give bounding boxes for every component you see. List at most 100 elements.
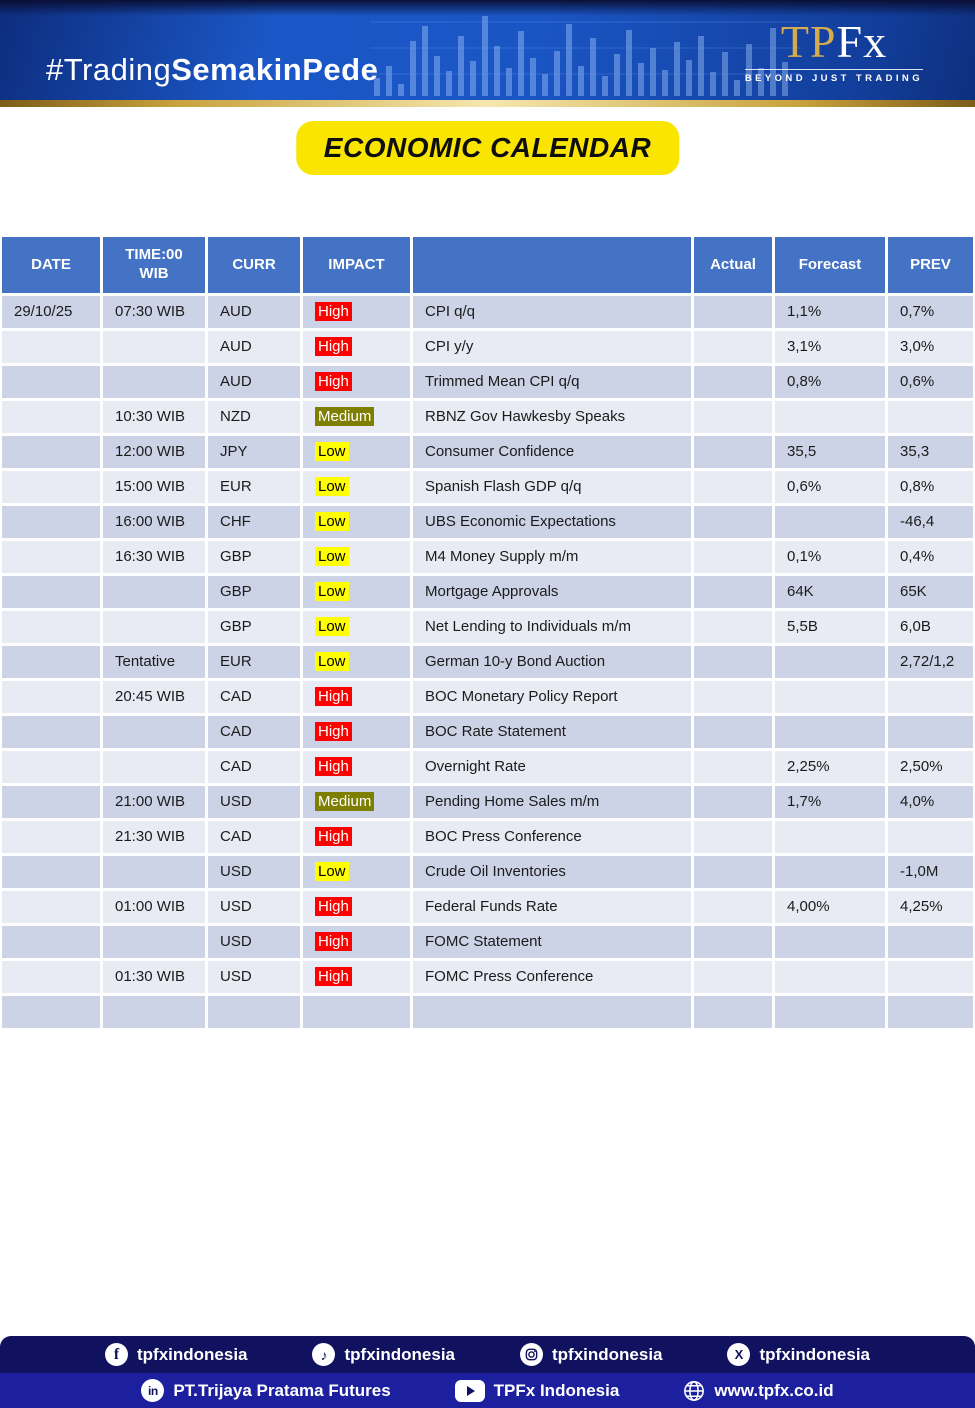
cell-actual [694,821,775,853]
cell-impact: Low [303,646,413,678]
cell-actual [694,436,775,468]
cell-forecast: 0,6% [775,471,888,503]
cell-date [2,331,103,363]
cell-impact: High [303,716,413,748]
linkedin-icon: in [141,1379,165,1402]
table-row: 12:00 WIB JPY Low Consumer Confidence 35… [2,436,973,468]
cell-forecast [775,961,888,993]
cell-forecast: 0,1% [775,541,888,573]
table-row: 20:45 WIB CAD High BOC Monetary Policy R… [2,681,973,713]
cell-event: UBS Economic Expectations [413,506,694,538]
cell-impact: Low [303,611,413,643]
cell-date [2,996,103,1028]
impact-badge: High [315,372,352,391]
cell-event: CPI y/y [413,331,694,363]
cell-date [2,366,103,398]
cell-previous [888,961,973,993]
cell-forecast: 3,1% [775,331,888,363]
cell-time [103,366,208,398]
cell-forecast: 0,8% [775,366,888,398]
impact-badge: Medium [315,407,375,426]
cell-currency: CAD [208,751,303,783]
cell-previous: 65K [888,576,973,608]
footer-label: PT.Trijaya Pratama Futures [173,1380,391,1400]
logo-tp: TP [780,16,837,67]
cell-time: 21:00 WIB [103,786,208,818]
cell-actual [694,856,775,888]
cell-impact: High [303,366,413,398]
col-header-actual: Actual [694,237,775,293]
footer-label: www.tpfx.co.id [714,1380,834,1400]
tpfx-logo: TPFx BEYOND JUST TRADING [744,16,923,84]
cell-previous: 35,3 [888,436,973,468]
impact-badge: High [315,302,352,321]
cell-impact: High [303,926,413,958]
cell-currency: EUR [208,471,303,503]
table-header-row: DATE TIME:00 WIB CURR IMPACT Actual Fore… [2,237,973,293]
footer-link-facebook[interactable]: f tpfxindonesia [104,1343,248,1366]
cell-time: 15:00 WIB [103,471,208,503]
cell-currency: CAD [208,716,303,748]
hashtag-regular: #Trading [46,52,172,87]
table-row: 16:30 WIB GBP Low M4 Money Supply m/m 0,… [2,541,973,573]
footer-link-linkedin[interactable]: in PT.Trijaya Pratama Futures [141,1379,391,1402]
table-row: USD Low Crude Oil Inventories -1,0M [2,856,973,888]
cell-currency: GBP [208,611,303,643]
cell-date [2,436,103,468]
cell-time [103,576,208,608]
cell-date [2,751,103,783]
cell-event: Spanish Flash GDP q/q [413,471,694,503]
cell-currency: GBP [208,576,303,608]
footer-label: tpfxindonesia [759,1344,870,1364]
cell-actual [694,751,775,783]
table-body: 29/10/25 07:30 WIB AUD High CPI q/q 1,1%… [2,296,973,1028]
cell-forecast [775,506,888,538]
table-row: AUD High Trimmed Mean CPI q/q 0,8% 0,6% [2,366,973,398]
cell-forecast: 4,00% [775,891,888,923]
cell-previous: -46,4 [888,506,973,538]
cell-currency: AUD [208,366,303,398]
cell-event: RBNZ Gov Hawkesby Speaks [413,401,694,433]
cell-time [103,996,208,1028]
cell-date [2,821,103,853]
cell-actual [694,541,775,573]
cell-event: German 10-y Bond Auction [413,646,694,678]
table-row: GBP Low Mortgage Approvals 64K 65K [2,576,973,608]
footer-link-globe[interactable]: www.tpfx.co.id [683,1380,834,1402]
cell-currency: CAD [208,681,303,713]
cell-event: Mortgage Approvals [413,576,694,608]
cell-previous [888,821,973,853]
cell-forecast [775,926,888,958]
footer-label: TPFx Indonesia [493,1380,620,1400]
cell-impact: Low [303,576,413,608]
cell-impact: Low [303,506,413,538]
cell-previous [888,401,973,433]
footer-company-bar: in PT.Trijaya Pratama Futures TPFx Indones… [0,1373,975,1408]
table-row: 29/10/25 07:30 WIB AUD High CPI q/q 1,1%… [2,296,973,328]
cell-time: 20:45 WIB [103,681,208,713]
footer-link-tiktok[interactable]: ♪ tpfxindonesia [312,1343,455,1366]
cell-currency [208,996,303,1028]
table-row: 10:30 WIB NZD Medium RBNZ Gov Hawkesby S… [2,401,973,433]
cell-impact [303,996,413,1028]
cell-date [2,646,103,678]
footer-link-instagram[interactable]: tpfxindonesia [519,1343,663,1366]
cell-previous: 0,6% [888,366,973,398]
cell-actual [694,681,775,713]
cell-previous: 2,72/1,2 [888,646,973,678]
cell-event: CPI q/q [413,296,694,328]
table-row: 16:00 WIB CHF Low UBS Economic Expectati… [2,506,973,538]
cell-forecast: 35,5 [775,436,888,468]
cell-date: 29/10/25 [2,296,103,328]
footer-label: tpfxindonesia [344,1344,455,1364]
table-row: Tentative EUR Low German 10-y Bond Aucti… [2,646,973,678]
cell-event: Federal Funds Rate [413,891,694,923]
impact-badge: High [315,337,352,356]
cell-forecast: 5,5B [775,611,888,643]
cell-date [2,856,103,888]
cell-impact: Low [303,541,413,573]
footer-link-youtube[interactable]: TPFx Indonesia [454,1379,620,1402]
cell-actual [694,961,775,993]
cell-event: Consumer Confidence [413,436,694,468]
